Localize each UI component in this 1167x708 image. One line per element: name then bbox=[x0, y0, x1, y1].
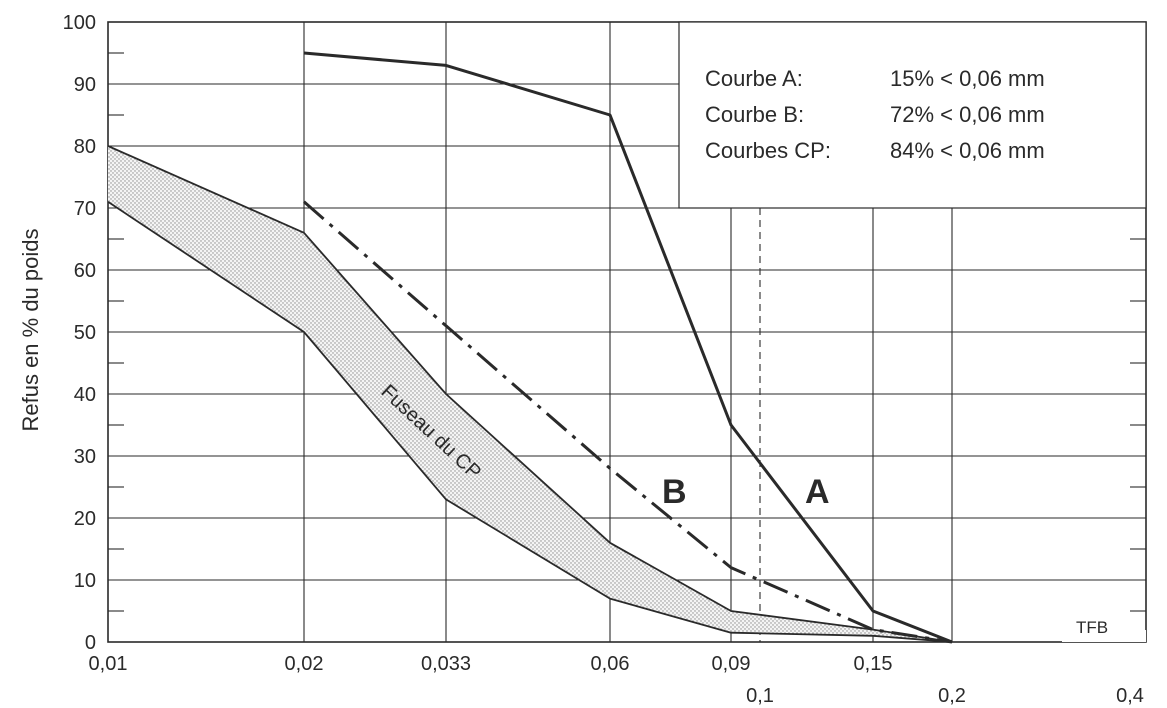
series-line-cp-upper bbox=[107, 145, 953, 643]
x-tick-label: 0,06 bbox=[591, 653, 630, 675]
series-line-b bbox=[303, 200, 953, 644]
y-tick-label: 10 bbox=[74, 570, 96, 592]
y-tick-label: 50 bbox=[74, 322, 96, 344]
y-tick-label: 90 bbox=[74, 74, 96, 96]
x-tick-label: 0,01 bbox=[89, 653, 128, 675]
legend-box bbox=[678, 21, 1147, 209]
y-tick-label: 40 bbox=[74, 384, 96, 406]
x-tick-label: 0,02 bbox=[285, 653, 324, 675]
y-tick-label: 20 bbox=[74, 508, 96, 530]
legend-value-b: 72% < 0,06 mm bbox=[890, 102, 1045, 127]
y-tick-label: 30 bbox=[74, 446, 96, 468]
y-tick-label: 70 bbox=[74, 198, 96, 220]
legend-label-cp: Courbes CP: bbox=[705, 138, 831, 163]
credit-label: TFB bbox=[1076, 618, 1108, 637]
y-tick-label: 0 bbox=[85, 632, 96, 654]
legend-value-cp: 84% < 0,06 mm bbox=[890, 138, 1045, 163]
credit-box bbox=[1062, 630, 1146, 642]
curves bbox=[107, 51, 953, 644]
y-tick-labels: 0 10 20 30 40 50 60 70 80 90 100 bbox=[63, 12, 96, 654]
x-tick-label: 0,2 bbox=[938, 685, 966, 707]
series-line-a bbox=[303, 51, 953, 644]
legend-value-a: 15% < 0,06 mm bbox=[890, 66, 1045, 91]
legend-label-a: Courbe A: bbox=[705, 66, 803, 91]
x-tick-labels: 0,01 0,02 0,033 0,06 0,09 0,15 0,1 0,2 0,4 bbox=[89, 653, 1144, 707]
legend-label-b: Courbe B: bbox=[705, 102, 804, 127]
y-tick-label: 80 bbox=[74, 136, 96, 158]
y-tick-label: 60 bbox=[74, 260, 96, 282]
x-tick-label: 0,4 bbox=[1116, 685, 1144, 707]
curve-label-b: B bbox=[662, 473, 687, 511]
x-tick-label: 0,1 bbox=[746, 685, 774, 707]
plot-frame bbox=[107, 21, 1147, 643]
cp-band bbox=[108, 146, 952, 642]
x-tick-label: 0,09 bbox=[712, 653, 751, 675]
series-line-cp-lower bbox=[107, 201, 953, 643]
y-tick-label: 100 bbox=[63, 12, 96, 34]
y-axis-label: Refus en % du poids bbox=[18, 228, 43, 431]
curve-label-a: A bbox=[805, 473, 830, 511]
x-tick-label: 0,15 bbox=[854, 653, 893, 675]
cp-band-fill bbox=[108, 146, 952, 642]
legend: Courbe A: 15% < 0,06 mm Courbe B: 72% < … bbox=[678, 21, 1147, 209]
x-tick-label: 0,033 bbox=[421, 653, 471, 675]
